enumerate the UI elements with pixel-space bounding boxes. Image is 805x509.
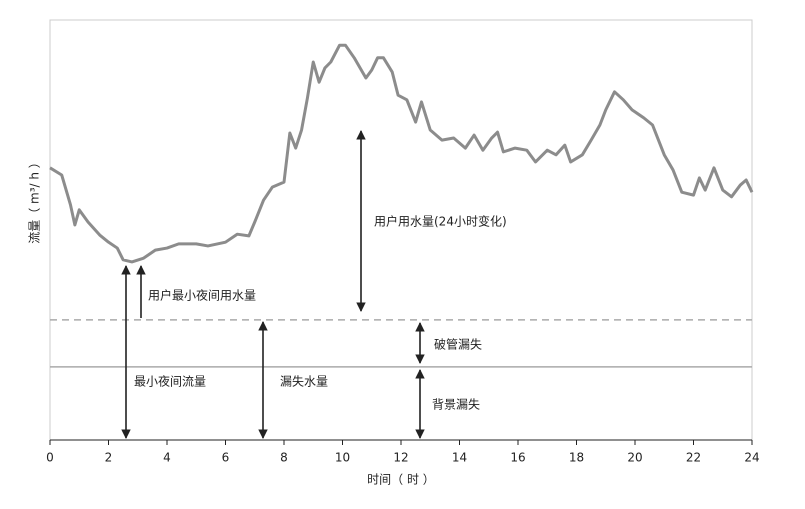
annotation: 用户用水量(24小时变化): [374, 214, 507, 229]
x-tick-label: 20: [627, 451, 642, 465]
x-tick-label: 12: [393, 451, 408, 465]
annotation: 漏失水量: [280, 374, 328, 389]
x-axis-label: 时间（ 时 ）: [367, 473, 435, 487]
x-tick-label: 14: [452, 451, 467, 465]
x-tick-label: 4: [163, 451, 171, 465]
plot: 0 2 4 6 8 10 12 14 16 18 20 22 24: [46, 43, 760, 465]
x-tick-label: 0: [46, 451, 54, 465]
x-tick-label: 24: [744, 451, 759, 465]
x-tick-label: 18: [569, 451, 584, 465]
annotation: 最小夜间流量: [134, 374, 206, 389]
x-tick-label: 6: [222, 451, 230, 465]
annotation: 背景漏失: [432, 397, 480, 412]
annotation: 用户最小夜间用水量: [148, 288, 256, 303]
y-axis-label: 流量（ m³/ h ）: [28, 156, 42, 244]
annotation: 破管漏失: [434, 337, 482, 352]
x-tick-label: 2: [105, 451, 113, 465]
x-tick-label: 16: [510, 451, 525, 465]
line: [49, 43, 754, 264]
x-tick-label: 22: [686, 451, 701, 465]
x-tick-label: 8: [280, 451, 288, 465]
x-tick-label: 10: [335, 451, 350, 465]
